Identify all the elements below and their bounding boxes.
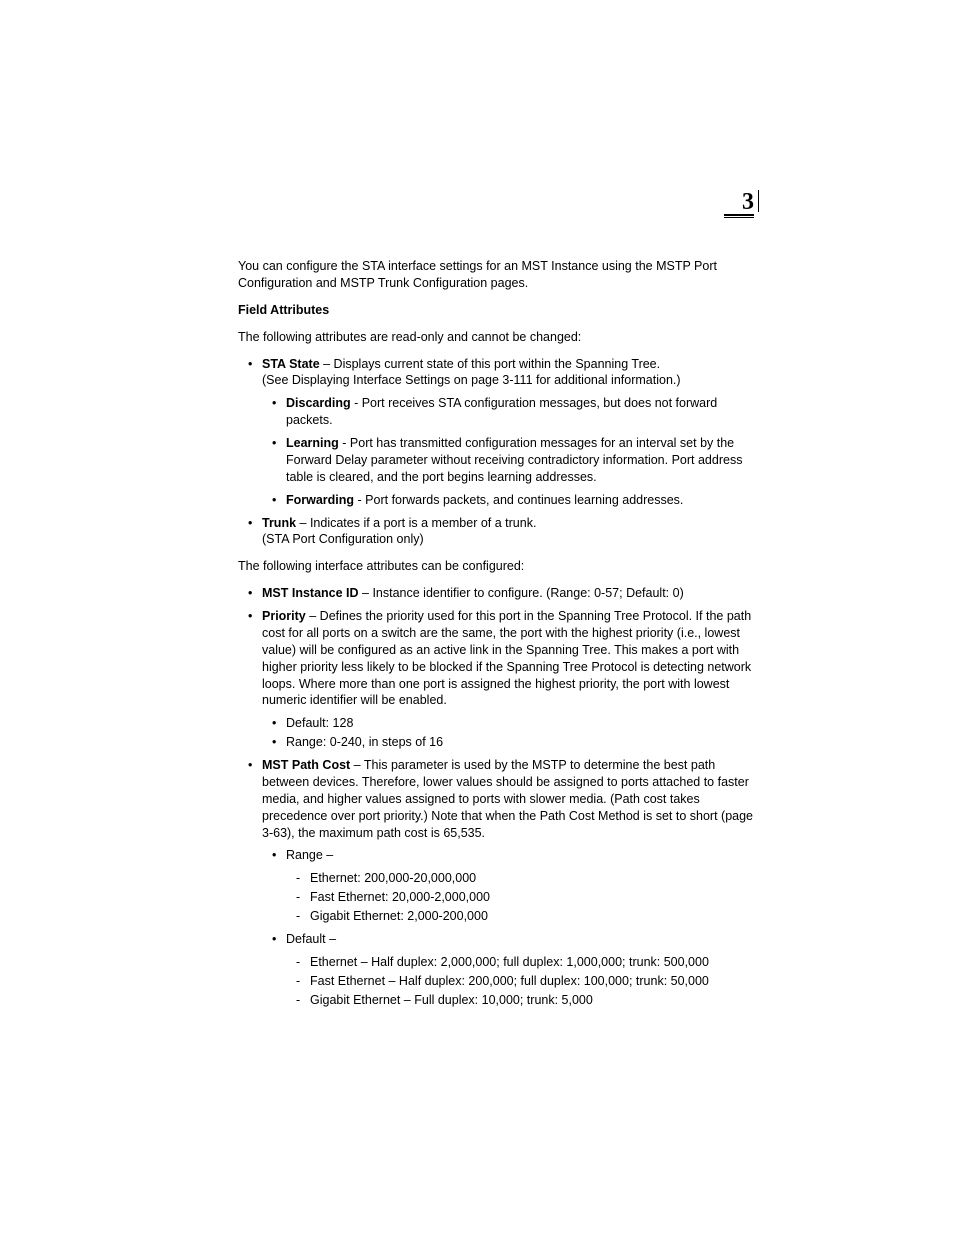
mpc-range-gig: Gigabit Ethernet: 2,000-200,000 — [286, 908, 754, 925]
priority-default: Default: 128 — [262, 715, 754, 732]
mst-instance-text: – Instance identifier to configure. (Ran… — [359, 586, 684, 600]
discarding-item: Discarding - Port receives STA configura… — [262, 395, 754, 429]
document-page: 3 You can configure the STA interface se… — [0, 0, 954, 1235]
config-attr-list: MST Instance ID – Instance identifier to… — [238, 585, 754, 1008]
learning-text: - Port has transmitted configuration mes… — [286, 436, 742, 484]
chapter-rule — [724, 214, 754, 218]
forwarding-text: - Port forwards packets, and continues l… — [354, 493, 683, 507]
readonly-intro: The following attributes are read-only a… — [238, 329, 754, 346]
sta-state-item: STA State – Displays current state of th… — [238, 356, 754, 509]
learning-item: Learning - Port has transmitted configur… — [262, 435, 754, 486]
intro-paragraph: You can configure the STA interface sett… — [238, 258, 754, 292]
sta-state-desc2: (See Displaying Interface Settings on pa… — [262, 373, 681, 387]
mpc-def-gig: Gigabit Ethernet – Full duplex: 10,000; … — [286, 992, 754, 1009]
mpc-range-list: Ethernet: 200,000-20,000,000 Fast Ethern… — [286, 870, 754, 925]
sta-state-desc1: – Displays current state of this port wi… — [320, 357, 660, 371]
mpc-range-fast: Fast Ethernet: 20,000-2,000,000 — [286, 889, 754, 906]
priority-text: – Defines the priority used for this por… — [262, 609, 751, 707]
mpc-def-fast: Fast Ethernet – Half duplex: 200,000; fu… — [286, 973, 754, 990]
mpc-default-item: Default – Ethernet – Half duplex: 2,000,… — [262, 931, 754, 1009]
mpc-default-label: Default – — [286, 932, 336, 946]
sta-state-label: STA State — [262, 357, 320, 371]
body-content: You can configure the STA interface sett… — [238, 258, 754, 1018]
priority-item: Priority – Defines the priority used for… — [238, 608, 754, 751]
learning-label: Learning — [286, 436, 339, 450]
trunk-note: (STA Port Configuration only) — [262, 532, 424, 546]
trunk-text: – Indicates if a port is a member of a t… — [296, 516, 536, 530]
chapter-number: 3 — [742, 189, 754, 215]
trunk-item: Trunk – Indicates if a port is a member … — [238, 515, 754, 549]
mpc-range-item: Range – Ethernet: 200,000-20,000,000 Fas… — [262, 847, 754, 925]
field-attributes-heading: Field Attributes — [238, 302, 754, 319]
discarding-text: - Port receives STA configuration messag… — [286, 396, 717, 427]
chapter-header: 3 — [729, 190, 754, 214]
priority-sublist: Default: 128 Range: 0-240, in steps of 1… — [262, 715, 754, 751]
mst-path-cost-sublist: Range – Ethernet: 200,000-20,000,000 Fas… — [262, 847, 754, 1008]
mpc-default-list: Ethernet – Half duplex: 2,000,000; full … — [286, 954, 754, 1009]
trunk-label: Trunk — [262, 516, 296, 530]
mst-instance-label: MST Instance ID — [262, 586, 359, 600]
mpc-def-eth: Ethernet – Half duplex: 2,000,000; full … — [286, 954, 754, 971]
discarding-label: Discarding — [286, 396, 351, 410]
readonly-attr-list: STA State – Displays current state of th… — [238, 356, 754, 549]
mst-path-cost-label: MST Path Cost — [262, 758, 350, 772]
mst-instance-item: MST Instance ID – Instance identifier to… — [238, 585, 754, 602]
forwarding-item: Forwarding - Port forwards packets, and … — [262, 492, 754, 509]
forwarding-label: Forwarding — [286, 493, 354, 507]
mpc-range-label: Range – — [286, 848, 333, 862]
mst-path-cost-item: MST Path Cost – This parameter is used b… — [238, 757, 754, 1008]
mpc-range-eth: Ethernet: 200,000-20,000,000 — [286, 870, 754, 887]
sta-state-sublist: Discarding - Port receives STA configura… — [262, 395, 754, 508]
priority-label: Priority — [262, 609, 306, 623]
config-intro: The following interface attributes can b… — [238, 558, 754, 575]
priority-range: Range: 0-240, in steps of 16 — [262, 734, 754, 751]
chapter-side-rule — [758, 190, 759, 212]
